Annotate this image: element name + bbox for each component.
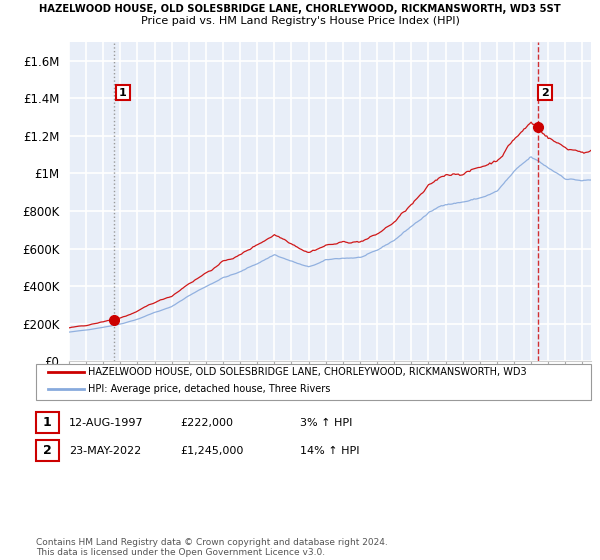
Text: £222,000: £222,000 (180, 418, 233, 428)
Text: Price paid vs. HM Land Registry's House Price Index (HPI): Price paid vs. HM Land Registry's House … (140, 16, 460, 26)
Text: 23-MAY-2022: 23-MAY-2022 (69, 446, 141, 456)
Text: 3% ↑ HPI: 3% ↑ HPI (300, 418, 352, 428)
Text: 1: 1 (43, 416, 52, 430)
Text: 2: 2 (541, 88, 549, 97)
Text: £1,245,000: £1,245,000 (180, 446, 244, 456)
Text: 14% ↑ HPI: 14% ↑ HPI (300, 446, 359, 456)
Text: 12-AUG-1997: 12-AUG-1997 (69, 418, 143, 428)
Text: Contains HM Land Registry data © Crown copyright and database right 2024.
This d: Contains HM Land Registry data © Crown c… (36, 538, 388, 557)
Text: 1: 1 (119, 88, 127, 97)
Text: HAZELWOOD HOUSE, OLD SOLESBRIDGE LANE, CHORLEYWOOD, RICKMANSWORTH, WD3 5ST: HAZELWOOD HOUSE, OLD SOLESBRIDGE LANE, C… (39, 4, 561, 14)
Text: 2: 2 (43, 444, 52, 458)
Text: HAZELWOOD HOUSE, OLD SOLESBRIDGE LANE, CHORLEYWOOD, RICKMANSWORTH, WD3: HAZELWOOD HOUSE, OLD SOLESBRIDGE LANE, C… (88, 367, 527, 377)
Text: HPI: Average price, detached house, Three Rivers: HPI: Average price, detached house, Thre… (88, 384, 331, 394)
